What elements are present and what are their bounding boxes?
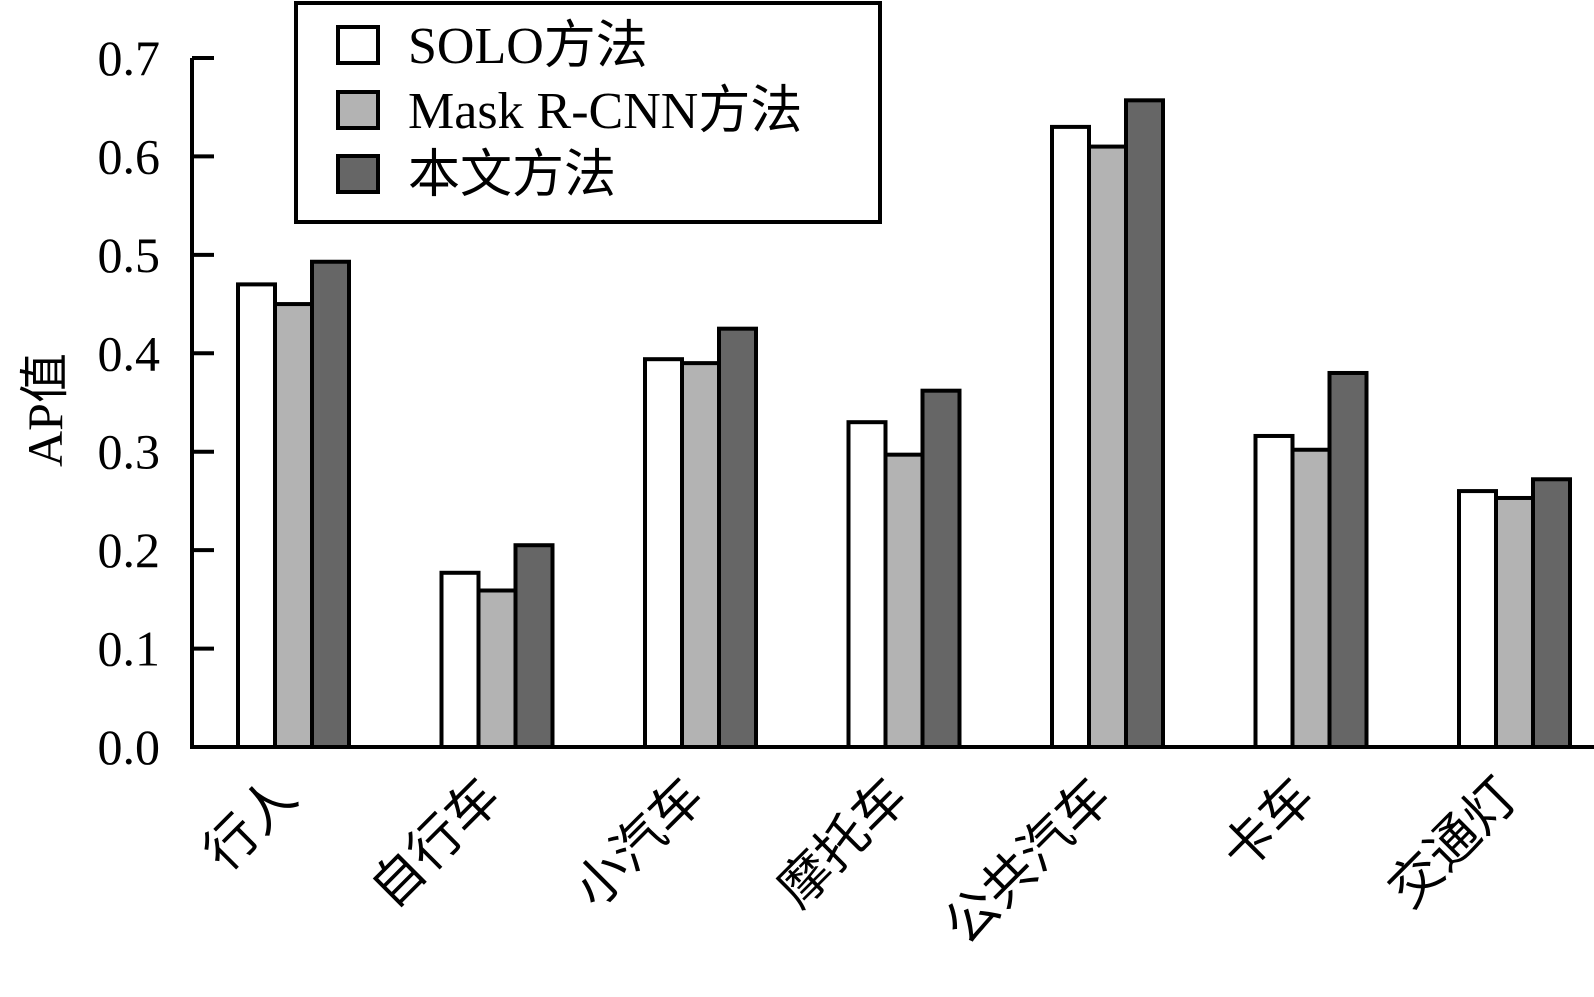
y-tick-label: 0.6 [98,128,161,184]
y-tick-label: 0.3 [98,424,161,480]
bar [439,570,481,749]
bar [1087,144,1128,750]
bar-group [1050,98,1165,750]
bar [273,302,314,749]
bar [643,357,684,749]
y-tick-label: 0.7 [98,30,161,86]
bar-group [846,388,962,749]
bar [920,388,962,749]
y-tick-label: 0.4 [98,325,161,381]
x-category-label: 摩托车 [768,768,919,919]
legend-swatch [336,25,380,65]
bar [717,326,758,749]
x-category-label: 行人 [194,768,308,882]
legend-label: 本文方法 [408,147,616,204]
bar [1327,370,1369,749]
x-category-label: 小汽车 [564,768,715,919]
bar [680,361,721,749]
y-tick-label: 0.0 [98,719,161,775]
bar [1253,433,1295,749]
bar [1050,124,1091,749]
bar-group [236,259,351,749]
y-tick-label: 0.2 [98,522,161,578]
legend-swatch [336,90,380,130]
legend-label: Mask R-CNN方法 [408,83,802,140]
y-tick-label: 0.5 [98,227,161,283]
y-ticks: 0.0 0.1 0.2 0.3 0.4 0.5 0.6 0.7 [98,30,214,775]
bar-group [643,326,758,749]
x-category-label: 自行车 [361,768,512,919]
bar [1531,477,1572,749]
legend-label: SOLO方法 [408,18,648,75]
x-category-label: 公共汽车 [935,768,1122,955]
bar-group [1457,477,1572,750]
y-axis-title: AP值 [17,353,73,467]
axes [190,58,1594,749]
bar [883,452,925,749]
y-tick-label: 0.1 [98,621,161,677]
x-category-label: 卡车 [1212,768,1326,882]
bar [1124,98,1165,750]
bar [1290,447,1332,749]
bar [1457,489,1498,750]
x-category-label: 交通灯 [1378,768,1529,919]
bar [513,543,555,749]
bar [476,588,518,750]
bar [310,259,351,749]
bar-group [439,543,555,750]
bar [236,282,277,749]
x-category-labels: 行人 自行车 小汽车 摩托车 公共汽车 卡车 交通灯 [194,768,1529,955]
legend-box [294,1,882,224]
bar [846,420,888,749]
bar [1494,495,1535,749]
legend-swatch [336,154,380,194]
bar-group [1253,370,1369,749]
